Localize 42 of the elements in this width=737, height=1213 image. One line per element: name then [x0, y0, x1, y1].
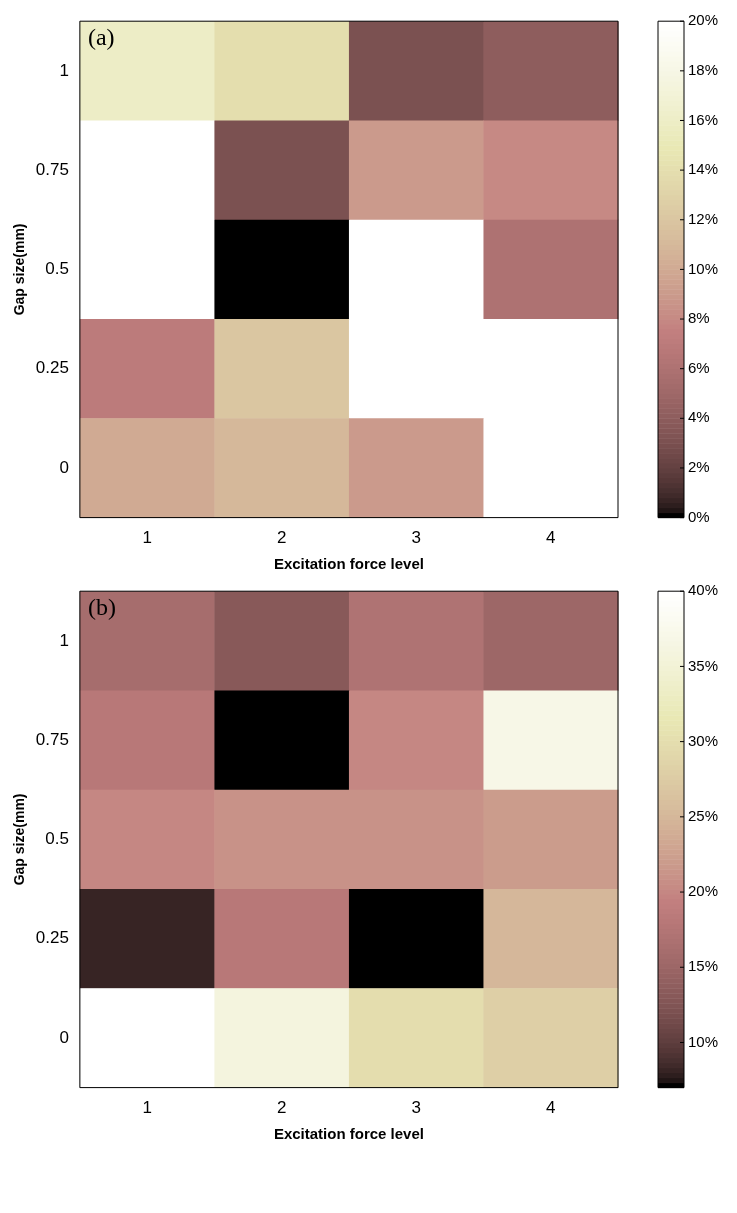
x-tick-label: 3	[411, 528, 421, 548]
color-bar-label: 4%	[688, 408, 710, 426]
color-bar-label: 15%	[688, 957, 719, 975]
color-bar-label: 40%	[688, 581, 719, 599]
color-bar-label: 2%	[688, 458, 710, 476]
color-bar-label: 10%	[688, 259, 719, 277]
x-tick-label: 4	[546, 1098, 556, 1118]
color-bar-label: 35%	[688, 656, 719, 674]
x-tick-label: 4	[546, 528, 556, 548]
y-tick-label: 0.5	[45, 259, 69, 279]
x-tick-label: 3	[411, 1098, 421, 1118]
color-bar-label: 30%	[688, 731, 719, 749]
x-tick-label: 1	[142, 528, 152, 548]
x-axis-title: Excitation force level	[273, 555, 424, 573]
color-bar-label: 20%	[688, 882, 719, 900]
color-bar-label: 8%	[688, 309, 710, 327]
color-bar-label: 25%	[688, 806, 719, 824]
color-bar-label: 12%	[688, 209, 719, 227]
y-tick-label: 1	[59, 630, 69, 650]
color-bar-label: 6%	[688, 358, 710, 376]
color-bar-label: 14%	[688, 160, 719, 178]
y-axis-title: Gap size(mm)	[11, 793, 28, 886]
y-tick-label: 0.75	[35, 729, 69, 749]
y-tick-label: 0	[59, 457, 69, 477]
y-axis-title: Gap size(mm)	[11, 223, 28, 316]
y-tick-label: 0.5	[45, 829, 69, 849]
y-tick-label: 0.25	[35, 928, 69, 948]
annotation: (a)	[87, 24, 115, 51]
color-bar-label: 16%	[688, 110, 719, 128]
color-bar-label: 10%	[688, 1032, 719, 1050]
x-axis-title: Excitation force level	[273, 1125, 424, 1143]
color-bar-label: 0%	[688, 507, 710, 525]
x-tick-label: 2	[276, 1098, 287, 1118]
annotation: (b)	[87, 594, 116, 621]
y-tick-label: 1	[59, 60, 69, 80]
y-tick-label: 0.75	[35, 159, 69, 179]
x-tick-label: 1	[142, 1098, 152, 1118]
color-bar-label: 20%	[688, 11, 719, 29]
y-tick-label: 0	[59, 1027, 69, 1047]
x-tick-label: 2	[276, 528, 287, 548]
color-bar-label: 18%	[688, 60, 719, 78]
y-tick-label: 0.25	[35, 358, 69, 378]
